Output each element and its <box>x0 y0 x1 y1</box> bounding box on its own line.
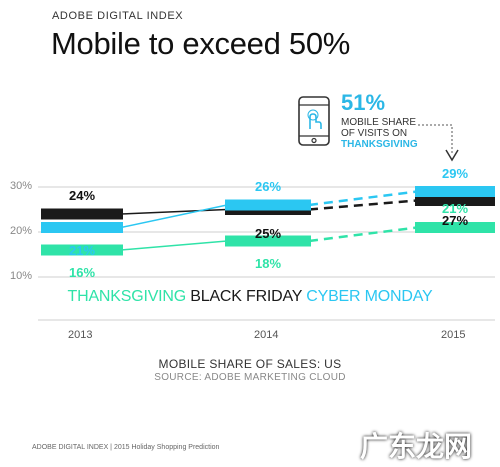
data-label-thanksgiving-2014: 18% <box>254 256 282 271</box>
footer: ADOBE DIGITAL INDEX | 2015 Holiday Shopp… <box>32 444 220 451</box>
x-tick-label: 2015 <box>441 329 466 341</box>
page-title: Mobile to exceed 50% <box>51 26 351 61</box>
watermark: 广东龙网 <box>360 431 473 462</box>
callout-line-2: OF VISITS ON <box>341 128 408 139</box>
bar-cyber_monday-2014 <box>225 199 311 211</box>
phone-touch-icon <box>297 95 333 147</box>
bar-black_friday-2015 <box>415 195 495 206</box>
bar-cyber_monday-2013 <box>41 222 123 233</box>
data-label-black_friday-2013: 24% <box>68 188 96 203</box>
series-line-black_friday-1 <box>308 199 418 211</box>
series-line-black_friday-0 <box>120 208 228 215</box>
legend: THANKSGIVING BLACK FRIDAY CYBER MONDAY <box>0 288 500 306</box>
y-tick-label: 10% <box>10 270 33 282</box>
x-tick-label: 2014 <box>254 329 279 341</box>
legend-cyber-monday: CYBER MONDAY <box>306 288 433 305</box>
source-caption: SOURCE: ADOBE MARKETING CLOUD <box>154 372 346 383</box>
series-line-cyber_monday-0 <box>120 204 228 229</box>
legend-thanksgiving: THANKSGIVING <box>67 288 187 305</box>
bar-thanksgiving-2014 <box>225 235 311 247</box>
bar-cyber_monday-2015 <box>415 186 495 197</box>
callout-value: 51% <box>341 90 386 115</box>
series-line-thanksgiving-1 <box>308 226 418 243</box>
bar-thanksgiving-2013 <box>41 244 123 256</box>
callout-arrowhead <box>445 149 459 162</box>
data-label-cyber_monday-2015: 29% <box>441 165 469 181</box>
chart-caption: MOBILE SHARE OF SALES: US <box>158 357 342 371</box>
data-label-cyber_monday-2014: 26% <box>254 179 282 194</box>
callout-line-3: THANKSGIVING <box>341 139 418 150</box>
x-tick-label: 2013 <box>68 329 93 341</box>
data-label-cyber_monday-2013: 21% <box>68 242 96 258</box>
bar-thanksgiving-2015 <box>415 222 495 233</box>
series-line-thanksgiving-0 <box>120 240 228 251</box>
y-tick-label: 20% <box>10 225 33 237</box>
pretitle: ADOBE DIGITAL INDEX <box>52 10 184 22</box>
data-label-thanksgiving-2013: 16% <box>68 265 96 280</box>
data-label-black_friday-2015: 27% <box>441 212 469 228</box>
data-label-thanksgiving-2015: 21% <box>441 200 469 216</box>
callout-pointer <box>418 124 453 155</box>
y-tick-label: 30% <box>10 180 33 192</box>
series-line-cyber_monday-1 <box>308 190 418 207</box>
legend-black-friday: BLACK FRIDAY <box>190 288 302 305</box>
callout-line-1: MOBILE SHARE <box>341 117 417 128</box>
data-label-black_friday-2014: 25% <box>254 225 282 241</box>
bar-black_friday-2013 <box>41 208 123 220</box>
